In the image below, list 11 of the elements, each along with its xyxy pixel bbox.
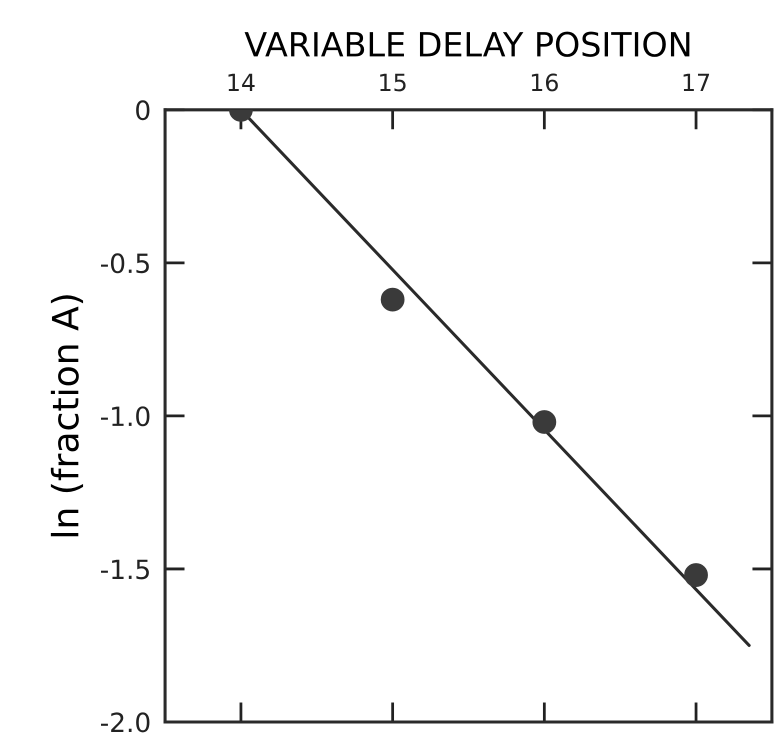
x-tick-label: 16: [532, 73, 558, 92]
x-tick-label: 15: [380, 74, 406, 92]
y-tick-label: -2.0: [100, 712, 150, 732]
y-tick-label: 0: [136, 100, 150, 120]
x-tick-label: 14: [228, 74, 255, 92]
y-tick-label: -1.0: [100, 406, 150, 426]
y-axis-title: ln (fraction A): [50, 295, 84, 536]
x-axis-title: VARIABLE DELAY POSITION: [244, 32, 690, 57]
x-tick-label: 17: [684, 74, 710, 92]
y-tick-label: -1.5: [100, 560, 149, 580]
y-tick-label: -0.5: [100, 253, 149, 274]
